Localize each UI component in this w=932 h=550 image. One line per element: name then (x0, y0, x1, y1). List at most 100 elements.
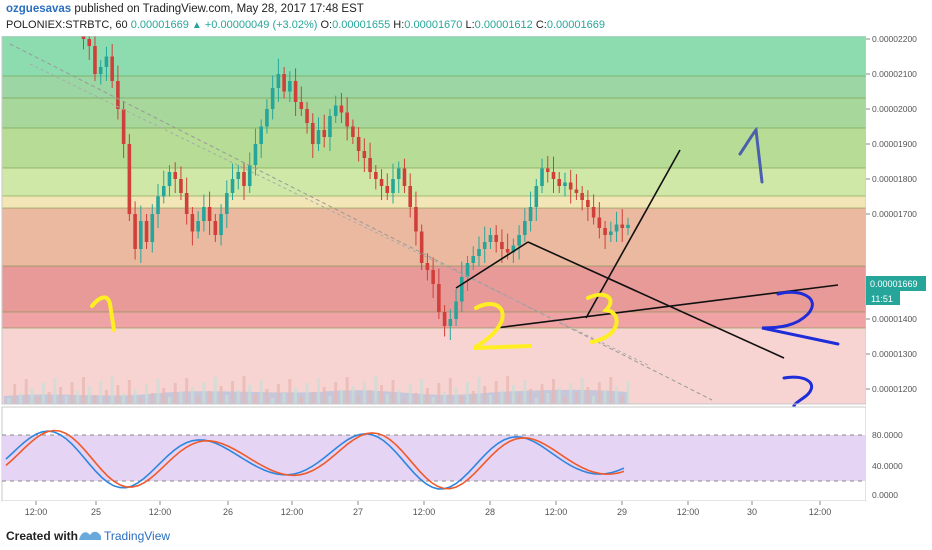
volume-bar (145, 384, 149, 404)
published-text: published on TradingView.com, May 28, 20… (74, 3, 364, 15)
volume-bar (494, 381, 498, 404)
candle-body (104, 56, 109, 67)
candle-body (87, 39, 92, 46)
candle-body (139, 221, 143, 249)
volume-bar (294, 388, 298, 404)
volume-bar (466, 382, 470, 404)
volume-bar (328, 396, 332, 404)
candle-body (150, 214, 155, 242)
open-label: O: (320, 19, 333, 31)
chart-area[interactable]: 0.000026000.000025000.000024000.00002300… (0, 36, 932, 522)
price-tags: 0.00001669 11:51 (866, 276, 926, 305)
candle-body (121, 109, 126, 144)
candle-body (517, 235, 521, 246)
time-axis-label: 12:00 (25, 507, 48, 517)
price-axis-label: 0.00001700 (872, 209, 917, 219)
volume-bar (122, 394, 126, 404)
candle-body (299, 102, 304, 109)
time-axis-label: 12:00 (281, 507, 304, 517)
candle-body (465, 263, 470, 277)
candle-body (116, 81, 120, 109)
volume-bar (179, 392, 183, 404)
volume-bar (586, 387, 590, 404)
ohlc-line: POLONIEX:STRBTC, 60 0.00001669 ▲ +0.0000… (6, 19, 605, 31)
price-axis-label: 0.00001200 (872, 384, 917, 394)
candle-body (156, 196, 160, 214)
volume-bar (569, 383, 573, 404)
open-value: 0.00001655 (332, 19, 391, 31)
volume-bar (225, 395, 229, 404)
volume-bar (7, 398, 11, 404)
candle-body (265, 109, 269, 127)
candle-body (270, 88, 275, 109)
volume-bar (557, 388, 561, 404)
yellow-mark-3 (586, 292, 619, 344)
candle-body (374, 172, 378, 179)
volume-bar (597, 382, 601, 404)
time-axis-label: 25 (91, 507, 101, 517)
price-axis-label: 0.00001900 (872, 139, 917, 149)
tradingview-link[interactable]: TradingView (104, 529, 171, 543)
candle-body (288, 81, 292, 92)
candle-body (591, 207, 596, 218)
candle-body (219, 214, 223, 235)
candle-body (482, 242, 487, 249)
candle-body (402, 168, 407, 186)
candle-body (293, 81, 298, 102)
countdown-tag-text: 11:51 (871, 294, 893, 304)
tradingview-logo-icon (79, 531, 101, 540)
candle-body (574, 189, 579, 193)
volume-bar (540, 384, 544, 404)
volume-bar (53, 378, 57, 404)
volume-bar (30, 388, 34, 404)
footer: Created with TradingView (0, 522, 932, 550)
volume-bar (620, 395, 624, 404)
candle-body (523, 221, 527, 235)
candle-body (247, 165, 252, 186)
volume-bar (59, 387, 63, 404)
time-axis[interactable]: 12:00 25 12:00 26 12:00 27 12:00 28 12:00 29 12:00… (2, 501, 866, 522)
candle-body (93, 46, 97, 74)
volume-bar (70, 382, 74, 404)
volume-bar (517, 394, 521, 404)
candle-body (362, 151, 367, 158)
volume-bar (219, 386, 223, 404)
volume-bar (339, 391, 343, 404)
candle-body (351, 126, 355, 137)
countdown-tag (866, 291, 900, 305)
stoch-band (2, 435, 866, 481)
candle-body (316, 130, 321, 144)
candle-body (236, 172, 241, 179)
candle-body (282, 74, 286, 92)
volume-bar (276, 384, 280, 404)
volume-bar (362, 381, 366, 404)
volume-bar (18, 393, 22, 404)
volume-bar (523, 380, 527, 404)
symbol-label[interactable]: POLONIEX:STRBTC, 60 (6, 19, 128, 31)
price-axis-label: 0.00002000 (872, 104, 917, 114)
volume-bar (506, 376, 510, 404)
time-axis-label: 26 (223, 507, 233, 517)
candle-body (196, 221, 200, 232)
time-axis-label: 30 (747, 507, 757, 517)
volume-bar (437, 383, 441, 404)
volume-bar (443, 392, 447, 404)
price-axis[interactable]: 0.000026000.000025000.000024000.00002300… (866, 36, 932, 501)
volume-bar (477, 377, 481, 404)
volume-bar (546, 393, 550, 404)
candle-body (442, 312, 447, 326)
volume-bar (574, 392, 578, 404)
candlestick-series (81, 36, 630, 340)
candle-body (339, 105, 344, 113)
time-axis-label: 12:00 (677, 507, 700, 517)
candle-body (202, 207, 206, 221)
candle-body (471, 256, 476, 263)
volume-bar (609, 377, 613, 404)
candle-body (310, 123, 315, 144)
blue-mark-2a (761, 290, 840, 346)
username-link[interactable]: ozguesavas (6, 3, 72, 15)
volume-bar (41, 383, 45, 404)
candle-body (609, 231, 613, 235)
candle-body (459, 277, 464, 302)
stoch-rsi-pane (1, 406, 867, 502)
